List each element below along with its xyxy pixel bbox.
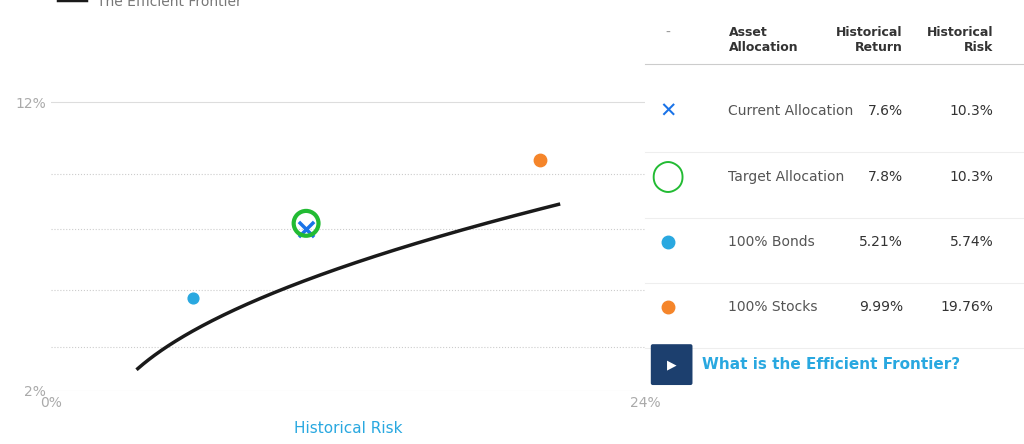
Point: [185, 294, 202, 301]
Text: -: -: [666, 26, 671, 40]
Legend: The Efficient Frontier: The Efficient Frontier: [52, 0, 247, 14]
Text: 5.74%: 5.74%: [950, 235, 993, 249]
X-axis label: Historical Risk: Historical Risk: [294, 421, 402, 436]
Text: 19.76%: 19.76%: [941, 301, 993, 314]
Text: Target Allocation: Target Allocation: [728, 170, 845, 184]
Text: 10.3%: 10.3%: [950, 170, 993, 184]
Text: 7.6%: 7.6%: [867, 104, 903, 119]
Text: 100% Bonds: 100% Bonds: [728, 235, 815, 249]
Text: 9.99%: 9.99%: [859, 301, 903, 314]
Text: 5.21%: 5.21%: [859, 235, 903, 249]
Text: 100% Stocks: 100% Stocks: [728, 301, 818, 314]
Text: ◯: ◯: [651, 161, 685, 193]
Text: Historical
Return: Historical Return: [837, 26, 903, 54]
Text: ✕: ✕: [659, 101, 677, 121]
Point: [298, 226, 314, 233]
Point: [298, 220, 314, 227]
Text: Current Allocation: Current Allocation: [728, 104, 854, 119]
Text: 7.8%: 7.8%: [867, 170, 903, 184]
Point: [532, 157, 549, 164]
Text: Historical
Risk: Historical Risk: [927, 26, 993, 54]
FancyBboxPatch shape: [651, 344, 692, 385]
Text: What is the Efficient Frontier?: What is the Efficient Frontier?: [702, 357, 961, 372]
Text: 10.3%: 10.3%: [950, 104, 993, 119]
Text: ▶: ▶: [667, 358, 677, 371]
Y-axis label: Historical Return: Historical Return: [0, 154, 4, 281]
Text: Asset
Allocation: Asset Allocation: [728, 26, 798, 54]
